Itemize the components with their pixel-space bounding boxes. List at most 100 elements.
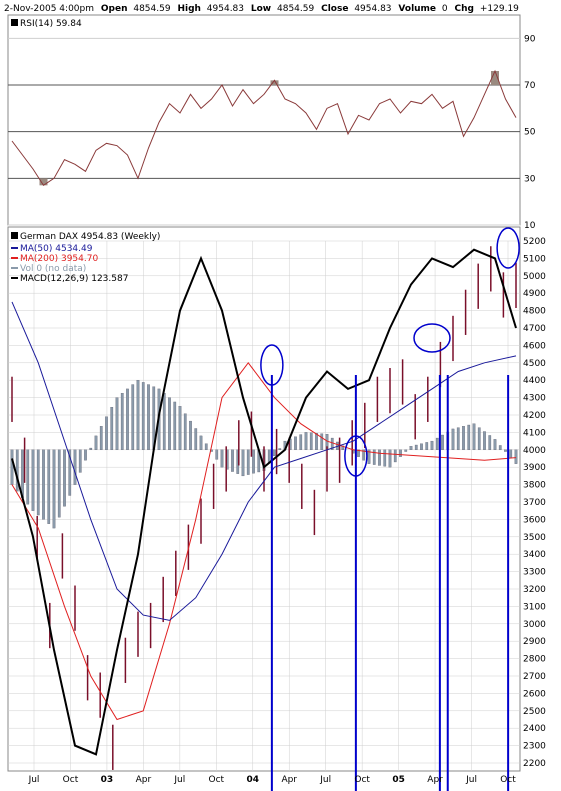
macd-histogram-bar	[488, 435, 492, 450]
macd-histogram-bar	[372, 449, 376, 465]
header-line: 2-Nov-2005 4:00pm Open 4854.59 High 4954…	[4, 4, 519, 14]
macd-histogram-bar	[309, 432, 313, 450]
x-tick-label-Jul: Jul	[173, 775, 185, 785]
macd-histogram-bar	[414, 444, 418, 450]
x-tick-label-Apr: Apr	[427, 775, 443, 785]
rsi-panel-frame	[7, 14, 521, 226]
price-tick-label-4500: 4500	[523, 359, 546, 369]
price-tick-label-3900: 3900	[523, 463, 546, 473]
macd-histogram-bar	[162, 393, 166, 450]
macd-histogram-bar	[435, 437, 439, 450]
price-tick-label-2200: 2200	[523, 759, 546, 769]
macd-histogram-bar	[36, 449, 40, 516]
price-tick-label-2500: 2500	[523, 707, 546, 717]
rsi-fill-areas	[39, 71, 499, 186]
macd-histogram-bar	[52, 449, 56, 529]
macd-histogram-bar	[483, 431, 486, 450]
legend-item-label: MACD(12,26,9) 123.587	[20, 274, 128, 284]
macd-histogram-bar	[467, 424, 471, 450]
rsi-tick-label-70: 70	[524, 81, 536, 91]
macd-histogram-bar	[231, 449, 234, 472]
price-legend-title: German DAX 4954.83 (Weekly)	[20, 232, 160, 242]
rsi-panel: 90 70 50 30 10 RSI(14) 59.84	[7, 14, 536, 231]
price-tick-label-4300: 4300	[523, 394, 546, 404]
header-low-label: Low	[251, 4, 271, 14]
macd-histogram-bar	[57, 449, 61, 518]
macd-histogram-bar	[110, 407, 114, 450]
macd-histogram-bar	[63, 449, 66, 507]
price-tick-label-4000: 4000	[523, 446, 546, 456]
x-tick-label-Oct: Oct	[63, 775, 79, 785]
x-tick-label-Oct: Oct	[209, 775, 225, 785]
x-axis-ticks: Jul Oct 03 Apr Jul Oct 04 Apr Jul Oct 05 Apr Jul Oct	[28, 775, 517, 785]
price-legend-icon	[11, 232, 18, 239]
header-low-value: 4854.59	[277, 4, 314, 14]
price-tick-label-5000: 5000	[523, 272, 546, 282]
macd-histogram-bar	[21, 449, 24, 498]
header-volume-label: Volume	[398, 4, 436, 14]
circle-highlight	[496, 227, 520, 269]
header-chg-label: Chg	[455, 4, 474, 14]
ma200-line	[11, 361, 517, 721]
macd-line	[11, 248, 517, 756]
price-tick-label-3300: 3300	[523, 568, 546, 578]
price-tick-label-5200: 5200	[523, 237, 546, 247]
rsi-y-ticks: 90 70 50 30 10	[524, 34, 536, 231]
macd-histogram-bar	[462, 426, 465, 450]
macd-histogram-bar	[430, 440, 434, 450]
price-tick-label-4100: 4100	[523, 428, 546, 438]
macd-histogram-bar	[10, 449, 14, 485]
macd-histogram-bar	[409, 446, 413, 450]
macd-histogram-bar	[78, 449, 82, 473]
price-tick-label-5100: 5100	[523, 254, 546, 264]
price-tick-label-2900: 2900	[523, 637, 546, 647]
legend-item-label: MA(200) 3954.70	[20, 254, 98, 264]
macd-histogram-bar	[441, 434, 444, 450]
price-tick-label-2400: 2400	[523, 724, 546, 734]
x-tick-label-Oct: Oct	[500, 775, 516, 785]
macd-histogram-bar	[388, 449, 392, 468]
macd-histogram-bar	[89, 447, 93, 450]
x-tick-label-Apr: Apr	[281, 775, 297, 785]
macd-histogram-bar	[509, 449, 513, 458]
macd-histogram-bar	[357, 449, 360, 457]
macd-histogram-bar	[183, 413, 187, 450]
price-tick-label-3200: 3200	[523, 585, 546, 595]
price-tick-label-3000: 3000	[523, 620, 546, 630]
macd-histogram-bar	[472, 423, 476, 450]
annotations	[260, 227, 520, 791]
macd-histogram-bar	[168, 397, 171, 450]
price-y-ticks: 5200 5100 5000 4900 4800 4700 4600 4500 4400 4300…	[523, 237, 546, 769]
rsi-overbought-fill	[270, 80, 279, 85]
price-tick-label-3800: 3800	[523, 481, 546, 491]
price-panel-frame	[7, 226, 521, 772]
header-volume-value: 0	[442, 4, 448, 14]
header-chg-value: +129.19	[480, 4, 519, 14]
price-panel: 5200 5100 5000 4900 4800 4700 4600 4500 4400 4300…	[7, 226, 546, 791]
macd-histogram-bar	[215, 449, 219, 460]
macd-histogram-bar	[42, 449, 45, 520]
macd-histogram-bar	[304, 432, 308, 450]
macd-histogram-bar	[31, 449, 35, 511]
macd-histogram-bar	[504, 449, 507, 452]
macd-histogram-bar	[425, 442, 429, 450]
price-legend: German DAX 4954.83 (Weekly) MA(50) 4534.…	[11, 232, 160, 284]
header-high-label: High	[177, 4, 200, 14]
x-tick-label-Jul: Jul	[319, 775, 331, 785]
macd-histogram-bar	[514, 449, 518, 464]
macd-histogram-bar	[451, 428, 455, 450]
price-tick-label-4600: 4600	[523, 341, 546, 351]
macd-histogram-bar	[220, 449, 224, 468]
rsi-tick-label-90: 90	[524, 34, 536, 44]
macd-histogram-bar	[362, 449, 366, 461]
macd-histogram-bar	[399, 449, 402, 457]
header-date: 2-Nov-2005 4:00pm	[4, 4, 94, 14]
price-tick-label-4400: 4400	[523, 376, 546, 386]
legend-item-label: Vol 0 (no data)	[20, 264, 86, 274]
x-tick-label-Apr: Apr	[136, 775, 152, 785]
macd-histogram-bar	[378, 449, 381, 466]
rsi-overbought-fill	[491, 71, 499, 85]
price-tick-label-2300: 2300	[523, 742, 546, 752]
macd-histogram-bar	[173, 401, 177, 450]
macd-histogram-bar	[178, 406, 182, 450]
